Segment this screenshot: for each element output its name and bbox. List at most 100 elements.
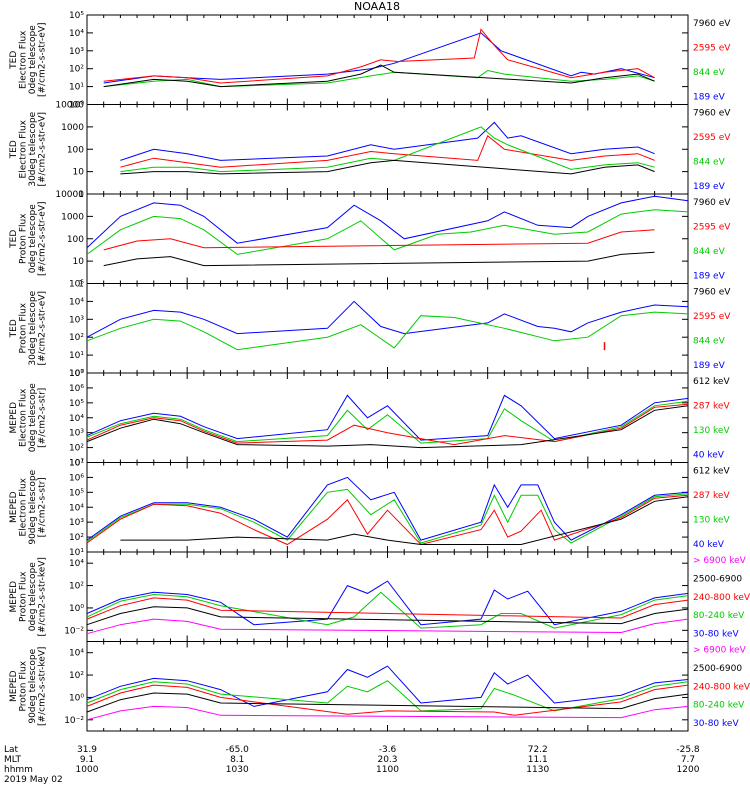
- y-tick-label: 10⁵: [69, 280, 84, 290]
- legend-entry: > 6900 keV: [693, 556, 747, 566]
- legend-entry: 80-240 keV: [693, 611, 745, 621]
- legend-entry: 7960 eV: [693, 109, 731, 119]
- series-black-line: [86, 405, 689, 449]
- panel-7: 10⁻² 10⁰ 10² 10⁴ MEPED Proton Flux 0deg telesc…: [9, 551, 750, 642]
- y-tick-label: 10¹: [69, 459, 84, 469]
- footer-hhmm-value: 1030: [226, 765, 249, 775]
- series-black-line: [103, 64, 655, 88]
- y-tick-label: 10⁻²: [64, 626, 84, 636]
- y-axis-label: [#/cm2-s-str-eV]: [38, 291, 48, 366]
- y-axis-label: MEPED: [9, 670, 19, 702]
- y-axis-label: Proton Flux: [19, 302, 29, 353]
- series-blue-line: [86, 476, 689, 541]
- legend-entry: 7960 eV: [693, 19, 731, 29]
- footer-hhmm-value: 1000: [76, 765, 99, 775]
- legend-entry: 612 keV: [693, 467, 730, 477]
- y-tick-label: 10²: [69, 65, 84, 75]
- y-tick-label: 1000: [61, 212, 84, 222]
- series-green-line: [86, 209, 689, 255]
- series-magenta-line: [86, 618, 689, 635]
- y-tick-label: 10⁵: [69, 11, 84, 21]
- series-black-line: [103, 251, 655, 267]
- legend-entry: 30-80 keV: [693, 719, 739, 729]
- y-axis-label: [#/cm2-s-str]: [38, 388, 48, 448]
- footer-label-hhmm: hhmm: [4, 765, 33, 775]
- series-black-line: [120, 496, 689, 545]
- y-tick-label: 10¹: [69, 351, 84, 361]
- footer-mlt-value: 11.1: [528, 755, 548, 765]
- y-tick-label: 10⁴: [69, 649, 84, 659]
- legend-entry: 189 eV: [693, 272, 726, 282]
- legend-entry: 287 keV: [693, 491, 730, 501]
- y-axis-label: Proton Flux: [19, 571, 29, 622]
- y-tick-label: 10⁰: [69, 693, 84, 703]
- y-tick-label: 10²: [69, 444, 84, 454]
- y-tick-label: 10⁰: [69, 101, 84, 111]
- legend-entry: 2500-6900: [693, 664, 742, 674]
- legend-entry: 130 keV: [693, 426, 730, 436]
- panel-frame: [86, 372, 689, 463]
- y-tick-label: 10⁴: [69, 414, 84, 424]
- legend-entry: 189 eV: [693, 93, 726, 103]
- legend-entry: 240-800 keV: [693, 682, 750, 692]
- y-axis-label: [#/cm2-s-str]: [38, 477, 48, 537]
- chart-title: NOAA18: [354, 0, 400, 13]
- footer-hhmm-value: 1130: [526, 765, 549, 775]
- y-tick-label: 10³: [69, 429, 84, 439]
- legend-entry: 30-80 keV: [693, 630, 739, 640]
- legend-entry: 189 eV: [693, 182, 726, 192]
- series-red-line: [103, 28, 655, 84]
- y-tick-label: 10⁴: [69, 297, 84, 307]
- series-blue-line: [86, 394, 689, 441]
- panel-frame: [86, 14, 689, 105]
- footer-mlt-value: 9.1: [80, 755, 94, 765]
- legend-entry: 240-800 keV: [693, 593, 750, 603]
- panel-frame: [86, 193, 689, 284]
- y-tick-label: 1: [78, 190, 84, 200]
- panel-3: 1 10 100 1000 10000 TED Proton Flux 0deg telesc…: [9, 190, 731, 290]
- y-tick-label: 10⁴: [69, 559, 84, 569]
- footer-mlt-value: 8.1: [230, 755, 244, 765]
- series-green-line: [86, 591, 689, 629]
- y-tick-label: 10000: [55, 101, 84, 111]
- y-axis-label: MEPED: [9, 581, 19, 613]
- legend-entry: 844 eV: [693, 158, 726, 168]
- legend-entry: 844 eV: [693, 337, 726, 347]
- legend-entry: 80-240 keV: [693, 701, 745, 711]
- series-red-line: [103, 229, 655, 251]
- legend-entry: 2500-6900: [693, 574, 742, 584]
- legend-entry: 2595 eV: [693, 223, 731, 233]
- y-tick-label: 10⁻²: [64, 716, 84, 726]
- panel-5: 10¹ 10² 10³ 10⁴ 10⁵ 10⁶ 10⁷ MEPED Electron Flux 0…: [9, 369, 730, 469]
- legend-entry: 612 keV: [693, 377, 730, 387]
- footer-lat-value: -3.6: [379, 745, 397, 755]
- y-tick-label: 10³: [69, 315, 84, 325]
- y-axis-label: TED: [9, 319, 19, 338]
- y-tick-label: 10²: [69, 582, 84, 592]
- panel-4: 10⁰ 10¹ 10² 10³ 10⁴ 10⁵ TED Proton Flux 30deg te…: [9, 280, 731, 380]
- y-axis-label: [#/cm2-s-str-eV]: [38, 201, 48, 276]
- footer-columns: 31.99.11000-65.08.11030-3.620.3110072.21…: [76, 745, 700, 775]
- footer-hhmm-value: 1200: [677, 765, 700, 775]
- y-axis-label: [#/cm2-s-str-keV]: [38, 647, 48, 726]
- footer-lat-value: 31.9: [77, 745, 97, 755]
- y-axis-label: Electron Flux: [19, 119, 29, 178]
- y-tick-label: 10⁰: [69, 369, 84, 379]
- y-tick-label: 10⁵: [69, 488, 84, 498]
- legend-entry: 2595 eV: [693, 133, 731, 143]
- y-axis-label: TED: [9, 140, 19, 159]
- series-red-line: [120, 134, 655, 168]
- y-tick-label: 10: [73, 257, 85, 267]
- series-red-line: [86, 494, 689, 546]
- panel-2: 1 10 100 1000 10000 TED Electron Flux 30deg tel…: [9, 101, 731, 201]
- series-blue-line: [103, 32, 655, 84]
- y-axis-label: Proton Flux: [19, 213, 29, 264]
- y-tick-label: 10⁴: [69, 503, 84, 513]
- series-green-line: [103, 69, 655, 88]
- y-tick-label: 10²: [69, 533, 84, 543]
- legend-entry: 2595 eV: [693, 44, 731, 54]
- footer-lat-value: -25.8: [676, 745, 700, 755]
- y-axis-label: Proton Flux: [19, 660, 29, 711]
